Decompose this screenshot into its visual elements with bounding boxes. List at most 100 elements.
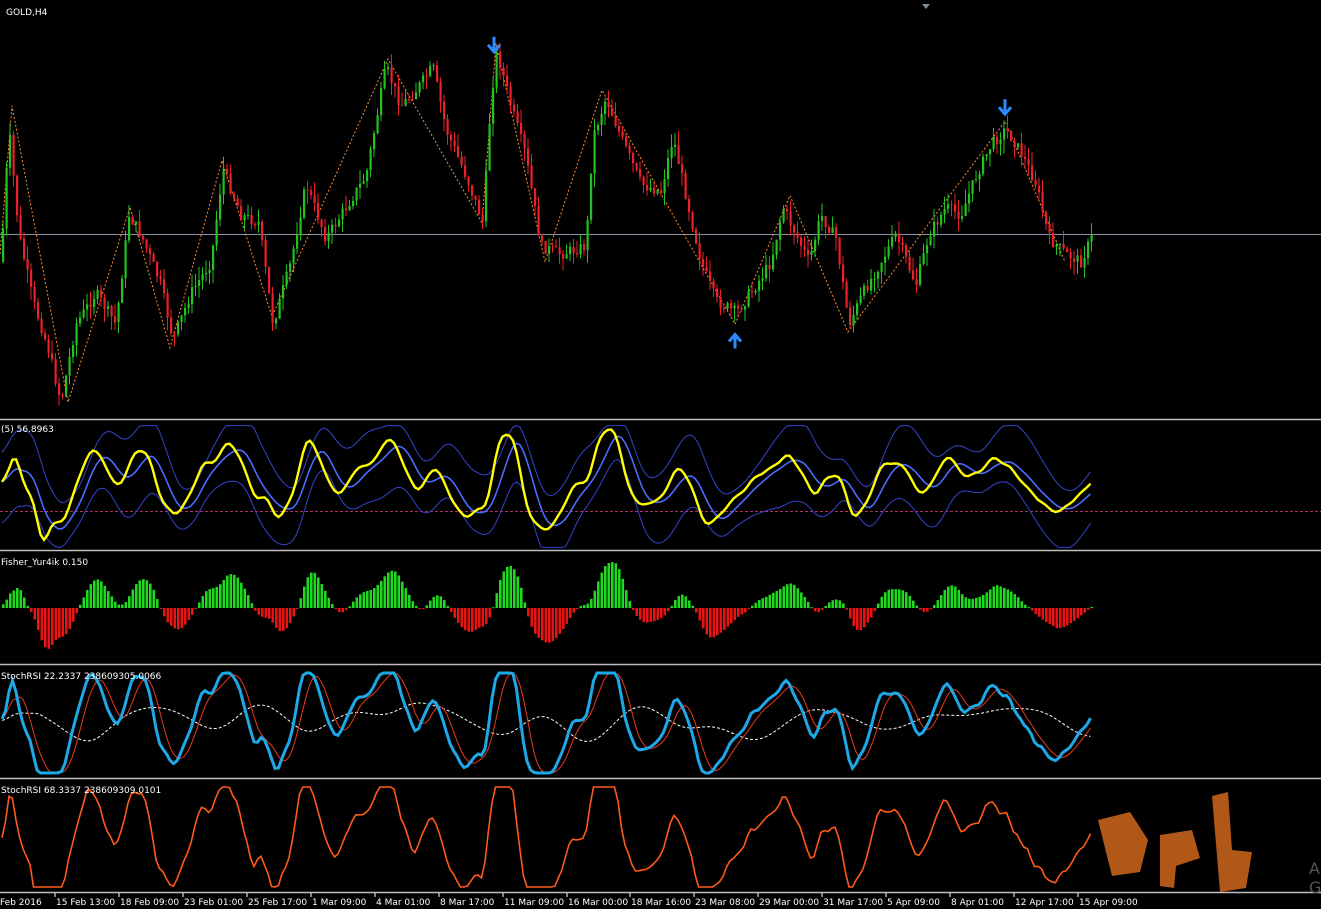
- fisher-bar-negative: [75, 608, 79, 614]
- logo-letter-d: [1098, 812, 1148, 876]
- fisher-bar-negative: [177, 608, 180, 630]
- fisher-bar-positive: [324, 590, 327, 608]
- fisher-bar-negative: [649, 608, 653, 623]
- fisher-bar-positive: [103, 585, 107, 608]
- time-tick-label: 1 Mar 09:00: [312, 898, 367, 908]
- candle-body: [954, 204, 957, 212]
- fisher-bar-positive: [149, 583, 152, 608]
- candle-body: [765, 264, 768, 279]
- candle-body: [873, 278, 876, 280]
- candle-body: [429, 66, 432, 77]
- candle-body: [47, 339, 50, 354]
- fisher-bar-positive: [243, 588, 247, 608]
- candle-body: [761, 278, 764, 281]
- stochrsi-pane-1[interactable]: [0, 667, 1321, 780]
- fisher-bar-negative: [653, 608, 656, 622]
- fisher-bar-positive: [688, 600, 691, 608]
- candle-body: [579, 244, 582, 255]
- candle-body: [996, 136, 999, 145]
- fisher-bar-positive: [495, 593, 499, 608]
- time-tick-label: 18 Mar 16:00: [631, 898, 691, 908]
- candle-body: [411, 99, 414, 101]
- candle-body: [604, 101, 607, 114]
- fisher-bar-positive: [128, 596, 131, 608]
- candle-body: [740, 308, 743, 310]
- watermark-text-2: G: [1309, 878, 1321, 897]
- candle-body: [138, 221, 141, 236]
- fisher-bar-positive: [754, 602, 758, 608]
- fisher-bar-negative: [61, 608, 65, 637]
- fisher-bar-negative: [740, 608, 744, 615]
- candle-body: [1024, 156, 1027, 160]
- candle-body: [1017, 143, 1020, 148]
- fisher-bar-negative: [1045, 608, 1048, 623]
- fisher-bar-positive: [1017, 597, 1020, 608]
- pane-background: [0, 422, 1321, 549]
- candle-body: [838, 238, 841, 265]
- fisher-bar-negative: [460, 608, 464, 628]
- candle-body: [82, 309, 85, 318]
- fisher-bar-positive: [670, 605, 674, 608]
- candle-body: [691, 212, 694, 230]
- fisher-bar-negative: [562, 608, 565, 630]
- time-tick-label: 8 Apr 01:00: [951, 898, 1004, 908]
- time-tick-label: 11 Mar 09:00: [504, 898, 564, 908]
- candle-body: [884, 256, 887, 263]
- fisher-bar-positive: [996, 585, 999, 608]
- candle-body: [219, 194, 222, 220]
- candle-body: [23, 238, 26, 259]
- fisher-bar-negative: [40, 608, 44, 641]
- fisher-bar-positive: [586, 603, 590, 608]
- candle-body: [779, 221, 782, 240]
- fisher-pane[interactable]: [0, 553, 1321, 666]
- stochrsi-pane-2[interactable]: [0, 781, 1321, 894]
- fisher-bar-positive: [579, 605, 583, 608]
- fisher-bar-positive: [765, 596, 768, 608]
- fisher-bar-positive: [887, 589, 891, 608]
- fisher-bar-negative: [481, 608, 485, 627]
- fisher-bar-positive: [1090, 606, 1094, 608]
- price-pane[interactable]: [0, 4, 1321, 421]
- fisher-bar-positive: [142, 579, 145, 608]
- stochastic-pane[interactable]: [0, 422, 1321, 552]
- fisher-bar-negative: [845, 608, 849, 610]
- candle-body: [768, 264, 771, 270]
- candle-body: [54, 359, 57, 384]
- candle-body: [730, 303, 733, 309]
- candle-body: [135, 221, 138, 225]
- fisher-bar-positive: [394, 571, 397, 608]
- candle-body: [733, 305, 736, 309]
- fisher-bar-positive: [691, 605, 695, 608]
- candle-body: [9, 134, 12, 168]
- candle-body: [26, 258, 29, 270]
- candle-body: [957, 211, 960, 219]
- fisher-bar-positive: [387, 572, 390, 608]
- candle-body: [726, 303, 729, 309]
- fisher-bar-negative: [1041, 608, 1045, 620]
- fisher-bar-positive: [383, 576, 387, 608]
- candle-body: [912, 270, 915, 280]
- fisher-bar-negative: [1083, 608, 1087, 613]
- candle-body: [576, 253, 579, 255]
- fisher-bar-positive: [443, 600, 446, 608]
- candle-body: [61, 394, 64, 397]
- candle-body: [5, 167, 8, 229]
- fisher-bar-negative: [733, 608, 737, 620]
- fisher-bar-positive: [751, 605, 754, 608]
- candle-body: [684, 172, 687, 199]
- candle-body: [870, 278, 873, 291]
- fisher-bar-negative: [51, 608, 54, 646]
- fisher-bar-positive: [516, 576, 520, 608]
- fisher-bar-positive: [513, 569, 516, 608]
- candle-body: [670, 146, 673, 159]
- fisher-bar-positive: [93, 580, 96, 608]
- time-tick-label: 15 Apr 09:00: [1079, 898, 1138, 908]
- fisher-bar-negative: [821, 608, 824, 610]
- candle-body: [656, 190, 659, 194]
- fisher-bar-positive: [369, 590, 373, 608]
- fisher-bar-positive: [936, 600, 940, 608]
- fisher-bar-negative: [275, 608, 278, 629]
- logo-letter-p: [1160, 830, 1200, 888]
- candle-body: [849, 307, 852, 326]
- candle-body: [1041, 192, 1044, 212]
